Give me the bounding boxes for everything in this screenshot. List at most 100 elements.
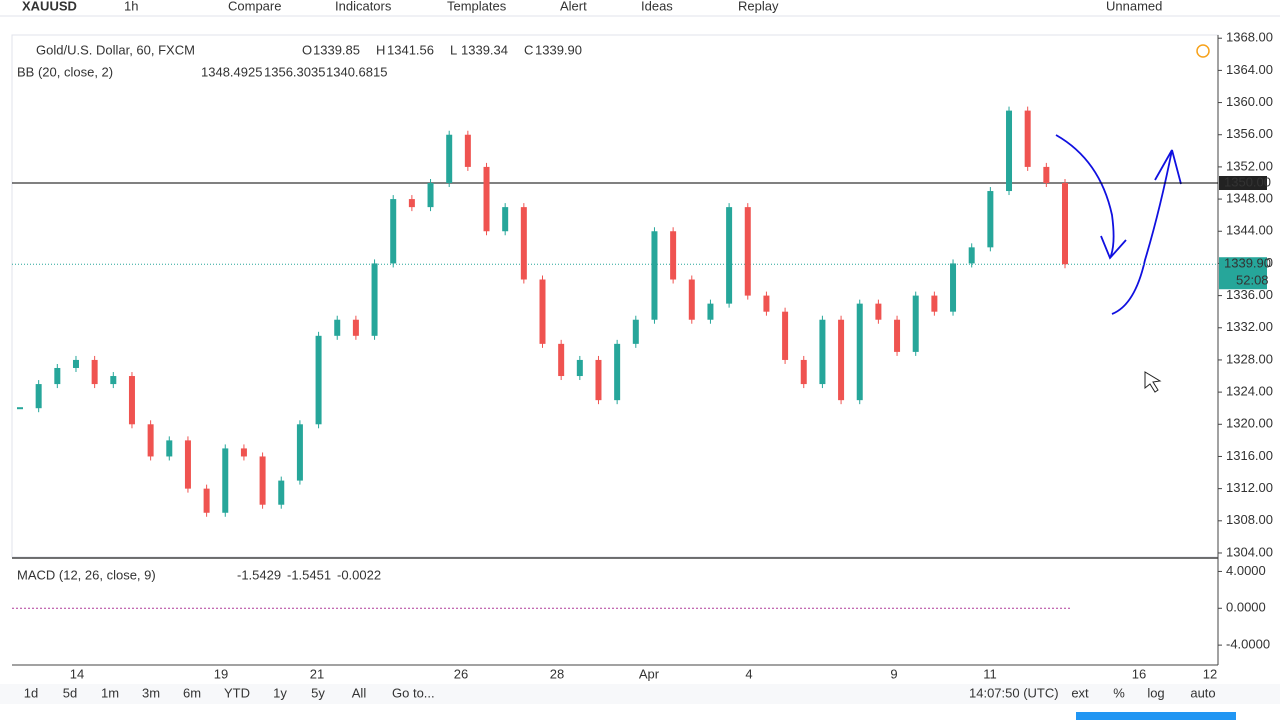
candle (707, 303, 714, 320)
layout-name[interactable]: Unnamed (1106, 0, 1162, 13)
cursor (1144, 371, 1162, 393)
macd-tick-label: 0.0000 (1226, 600, 1266, 615)
time-label: 21 (310, 666, 324, 681)
candle (184, 440, 191, 489)
candle (520, 207, 527, 280)
clock: 14:07:50 (UTC) (969, 685, 1059, 700)
price-tick-label: 1328.00 (1226, 351, 1273, 366)
alert-icon[interactable] (1196, 44, 1210, 58)
price-tick-label: 1348.00 (1226, 191, 1273, 206)
ohlc-key: C (524, 42, 533, 57)
ohlc-value: 1341.56 (387, 42, 434, 57)
candle (352, 319, 359, 336)
candle (390, 199, 397, 264)
candle (1043, 166, 1050, 183)
candle (72, 359, 79, 368)
candle (203, 488, 210, 513)
range-button[interactable]: 1m (101, 685, 119, 700)
candle (838, 319, 845, 401)
candle (856, 303, 863, 401)
range-button[interactable]: 1d (24, 685, 38, 700)
price-tick-label: 1312.00 (1226, 480, 1273, 495)
range-button[interactable]: 1y (273, 685, 287, 700)
candle (408, 199, 415, 208)
time-label: 16 (1132, 666, 1146, 681)
range-button[interactable]: 6m (183, 685, 201, 700)
candle (670, 231, 677, 280)
price-tick-label: 1344.00 (1226, 223, 1273, 238)
time-label: 9 (890, 666, 897, 681)
scale-option[interactable]: % (1113, 685, 1125, 700)
candle (222, 448, 229, 513)
toolbar-item[interactable]: Templates (447, 0, 507, 13)
candle (950, 263, 957, 312)
toolbar-item[interactable]: Alert (560, 0, 587, 13)
time-label: 28 (550, 666, 564, 681)
symbol[interactable]: XAUUSD (22, 0, 77, 13)
scale-option[interactable]: ext (1071, 685, 1089, 700)
price-tick-label: 1356.00 (1226, 126, 1273, 141)
toolbar-item[interactable]: Compare (228, 0, 281, 13)
candle (334, 319, 341, 336)
scale-option[interactable]: log (1147, 685, 1164, 700)
candle (128, 376, 135, 425)
scale-option[interactable]: auto (1190, 685, 1215, 700)
time-label: 26 (454, 666, 468, 681)
bottom-toolbar (0, 684, 1280, 704)
candle (110, 376, 117, 385)
range-button[interactable]: 3m (142, 685, 160, 700)
candle (502, 207, 509, 232)
toolbar-item[interactable]: Replay (738, 0, 779, 13)
candle (912, 295, 919, 352)
price-tick-label: 1316.00 (1226, 448, 1273, 463)
bb-value: 1348.4925 (201, 64, 262, 79)
price-tick-label: 1364.00 (1226, 62, 1273, 77)
time-label: Apr (639, 666, 660, 681)
price-tick-label: 1324.00 (1226, 384, 1273, 399)
candle (651, 231, 658, 320)
bb-value: 1356.3035 (264, 64, 325, 79)
bottom-button[interactable] (1076, 712, 1236, 720)
ohlc-key: L (450, 42, 457, 57)
time-label: 14 (70, 666, 84, 681)
price-tick-label: 1320.00 (1226, 416, 1273, 431)
candle (1024, 110, 1031, 167)
candle (744, 207, 751, 296)
candle (763, 295, 770, 312)
interval[interactable]: 1h (124, 0, 138, 13)
candle (894, 319, 901, 352)
bb-label: BB (20, close, 2) (17, 64, 113, 79)
toolbar-item[interactable]: Indicators (335, 0, 392, 13)
ohlc-key: O (302, 42, 312, 57)
range-button[interactable]: All (352, 685, 367, 700)
candle (614, 343, 621, 401)
horizontal-line-label: 1350.00 (1224, 174, 1271, 189)
candle (91, 359, 98, 385)
last-price-bg (1219, 257, 1267, 290)
candle (726, 207, 733, 304)
candle (147, 424, 154, 457)
range-button[interactable]: 5d (63, 685, 77, 700)
goto-button[interactable]: Go to... (392, 685, 435, 700)
toolbar-item[interactable]: Ideas (641, 0, 673, 13)
chart-title: Gold/U.S. Dollar, 60, FXCM (36, 42, 195, 57)
ohlc-value: 1339.90 (535, 42, 582, 57)
macd-tick-label: 4.0000 (1226, 563, 1266, 578)
candle (240, 448, 247, 457)
time-label: 12 (1203, 666, 1217, 681)
candle (968, 247, 975, 264)
range-button[interactable]: 5y (311, 685, 325, 700)
candle (819, 319, 826, 385)
candle (576, 359, 583, 377)
candle (1062, 182, 1068, 265)
time-label: 11 (983, 666, 997, 681)
candle (259, 456, 266, 505)
price-tick-label: 1352.00 (1226, 158, 1273, 173)
range-button[interactable]: YTD (224, 685, 250, 700)
candle (931, 295, 938, 312)
macd-label: MACD (12, 26, close, 9) (17, 567, 156, 582)
candle (987, 191, 994, 248)
macd-value: -1.5429 (237, 567, 281, 582)
time-label: 19 (214, 666, 228, 681)
top-toolbar (0, 0, 1280, 16)
